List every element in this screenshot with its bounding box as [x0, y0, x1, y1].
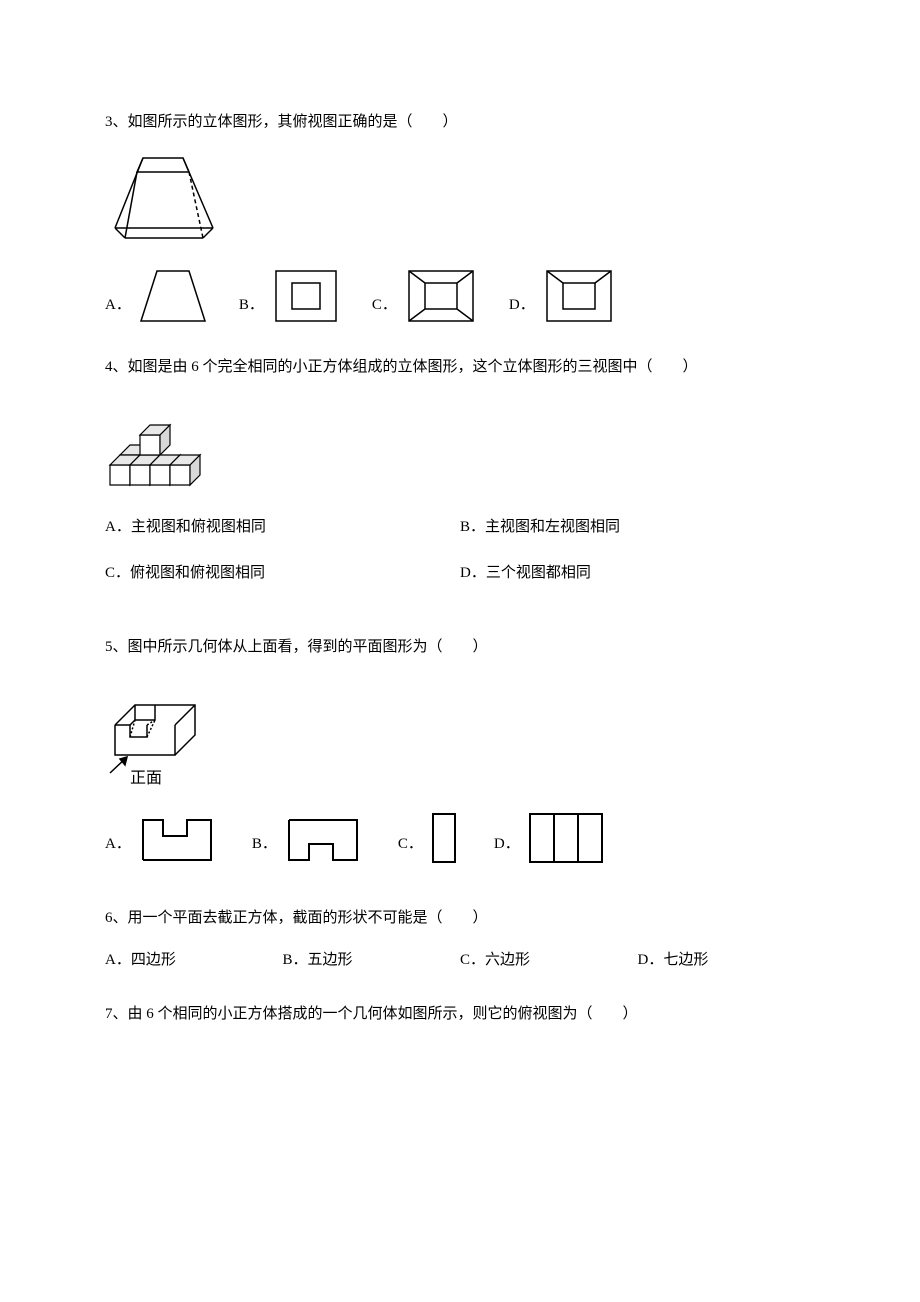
option-label: B． — [460, 519, 485, 535]
main-figure-cubes — [105, 395, 815, 495]
option-text: 三个视图都相同 — [486, 565, 591, 581]
nested-square-icon — [270, 265, 342, 327]
option-a: A．主视图和俯视图相同 — [105, 515, 460, 539]
option-label: A． — [105, 952, 131, 968]
option-b: B．主视图和左视图相同 — [460, 515, 815, 539]
option-label: A． — [105, 293, 131, 317]
question-body: 图中所示几何体从上面看，得到的平面图形为（ ） — [128, 639, 488, 655]
question-number: 5、 — [105, 639, 128, 655]
option-label: D． — [494, 832, 520, 856]
option-label: B． — [239, 293, 264, 317]
question-7: 7、由 6 个相同的小正方体搭成的一个几何体如图所示，则它的俯视图为（ ） — [105, 1002, 815, 1026]
option-b: B． — [239, 265, 342, 327]
option-d: D． — [509, 265, 617, 327]
option-text: 主视图和俯视图相同 — [131, 519, 266, 535]
option-d: D． — [494, 810, 606, 866]
option-a: A．四边形 — [105, 948, 283, 972]
options-q4: A．主视图和俯视图相同 B．主视图和左视图相同 C．俯视图和俯视图相同 D．三个… — [105, 515, 815, 607]
option-label: A． — [105, 519, 131, 535]
question-body: 由 6 个相同的小正方体搭成的一个几何体如图所示，则它的俯视图为（ ） — [128, 1006, 638, 1022]
option-label: C． — [460, 952, 485, 968]
question-text: 4、如图是由 6 个完全相同的小正方体组成的立体图形，这个立体图形的三视图中（ … — [105, 355, 815, 379]
three-panel-icon — [526, 810, 606, 866]
options-q5: A． B． C． D． — [105, 810, 815, 866]
option-label: D． — [509, 293, 535, 317]
option-label: B． — [283, 952, 308, 968]
question-text: 3、如图所示的立体图形，其俯视图正确的是（ ） — [105, 110, 815, 134]
question-3: 3、如图所示的立体图形，其俯视图正确的是（ ） A． — [105, 110, 815, 327]
option-text: 六边形 — [485, 952, 530, 968]
question-body: 如图是由 6 个完全相同的小正方体组成的立体图形，这个立体图形的三视图中（ ） — [128, 359, 698, 375]
option-text: 俯视图和俯视图相同 — [130, 565, 265, 581]
question-text: 5、图中所示几何体从上面看，得到的平面图形为（ ） — [105, 635, 815, 659]
option-b: B． — [252, 814, 363, 866]
figure-caption: 正面 — [130, 770, 162, 787]
option-b: B．五边形 — [283, 948, 461, 972]
option-text: 主视图和左视图相同 — [485, 519, 620, 535]
option-c: C． — [398, 810, 459, 866]
question-4: 4、如图是由 6 个完全相同的小正方体组成的立体图形，这个立体图形的三视图中（ … — [105, 355, 815, 607]
option-text: 五边形 — [308, 952, 353, 968]
option-label: C． — [398, 832, 423, 856]
question-text: 7、由 6 个相同的小正方体搭成的一个几何体如图所示，则它的俯视图为（ ） — [105, 1002, 815, 1026]
question-number: 6、 — [105, 910, 128, 926]
question-number: 7、 — [105, 1006, 128, 1022]
question-5: 5、图中所示几何体从上面看，得到的平面图形为（ ） 正面 — [105, 635, 815, 866]
option-c: C． — [372, 265, 479, 327]
main-figure-notched-block: 正面 — [105, 675, 815, 790]
question-number: 3、 — [105, 114, 128, 130]
option-d: D．三个视图都相同 — [460, 561, 815, 585]
question-body: 用一个平面去截正方体，截面的形状不可能是（ ） — [128, 910, 488, 926]
option-c: C．六边形 — [460, 948, 638, 972]
options-q3: A． B． C． — [105, 265, 815, 327]
u-shape-bottom-icon — [283, 814, 363, 866]
option-label: D． — [638, 952, 664, 968]
frustum-top-partial-icon — [541, 265, 617, 327]
option-a: A． — [105, 265, 209, 327]
main-figure-frustum — [105, 150, 815, 245]
option-label: C． — [105, 565, 130, 581]
option-label: B． — [252, 832, 277, 856]
frustum-top-full-icon — [403, 265, 479, 327]
tall-rect-icon — [429, 810, 459, 866]
option-label: A． — [105, 832, 131, 856]
option-d: D．七边形 — [638, 948, 816, 972]
question-body: 如图所示的立体图形，其俯视图正确的是（ ） — [128, 114, 458, 130]
option-a: A． — [105, 814, 217, 866]
question-number: 4、 — [105, 359, 128, 375]
u-shape-top-icon — [137, 814, 217, 866]
option-c: C．俯视图和俯视图相同 — [105, 561, 460, 585]
option-label: C． — [372, 293, 397, 317]
options-q6: A．四边形 B．五边形 C．六边形 D．七边形 — [105, 948, 815, 972]
trapezoid-icon — [137, 265, 209, 327]
question-text: 6、用一个平面去截正方体，截面的形状不可能是（ ） — [105, 906, 815, 930]
option-text: 七边形 — [663, 952, 708, 968]
option-text: 四边形 — [131, 952, 176, 968]
option-label: D． — [460, 565, 486, 581]
question-6: 6、用一个平面去截正方体，截面的形状不可能是（ ） A．四边形 B．五边形 C．… — [105, 906, 815, 972]
